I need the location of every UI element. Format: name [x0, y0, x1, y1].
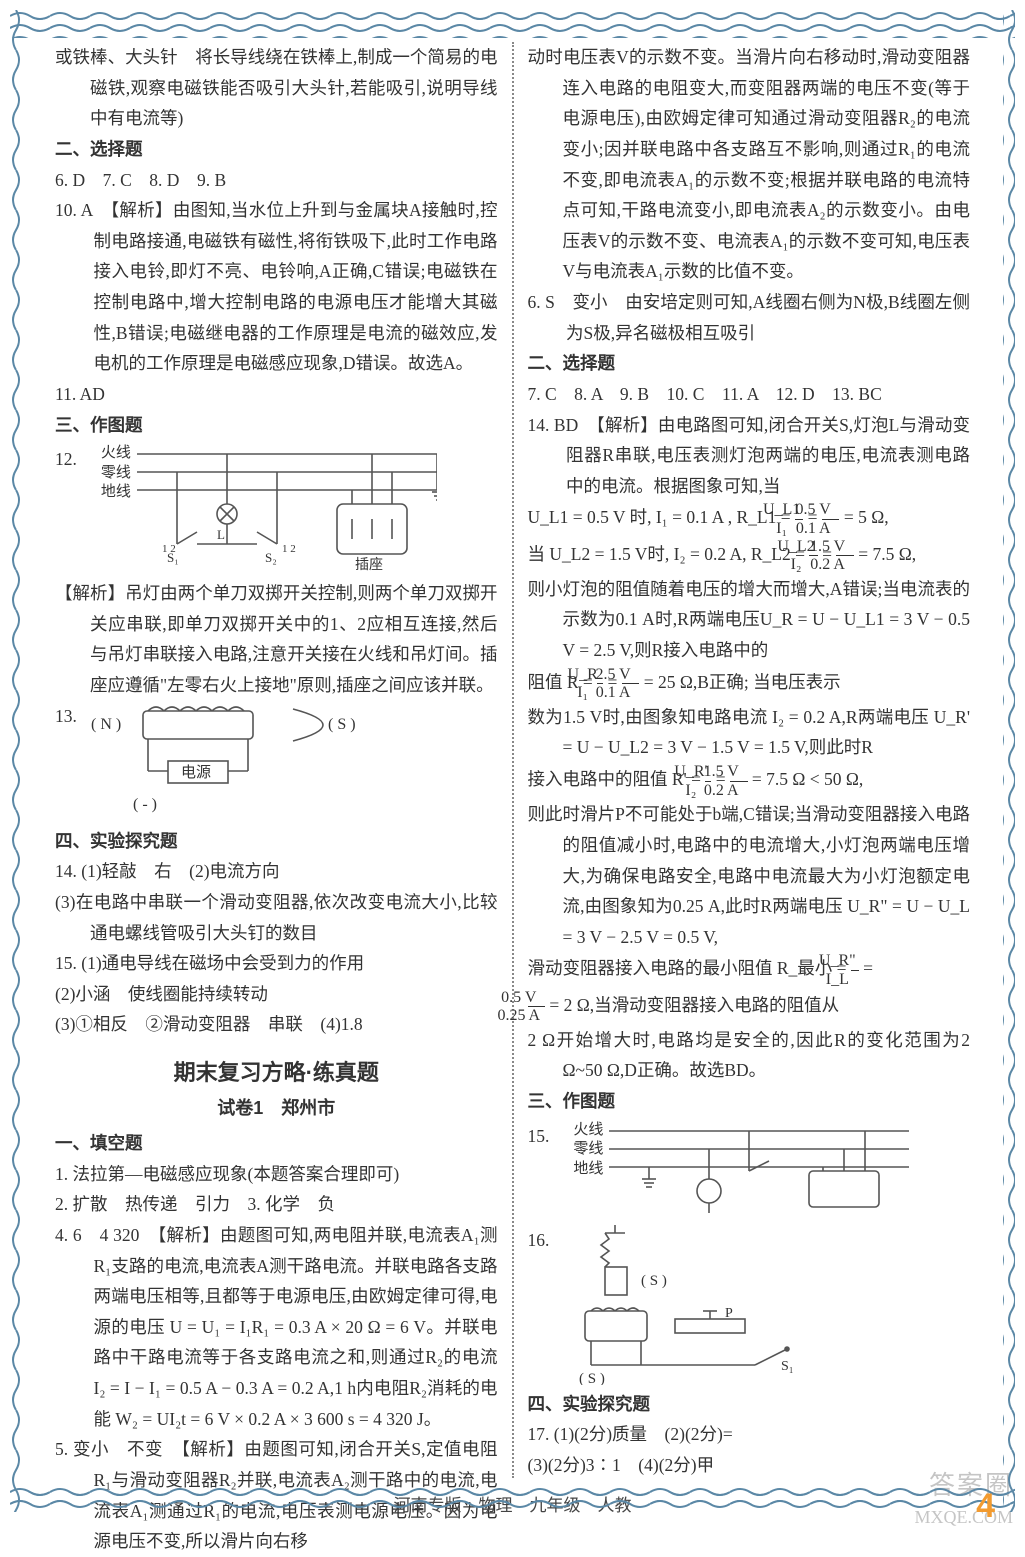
r-q14f: 数为1.5 V时,由图象知电路电流 I₂ = 0.2 A,R两端电压 U_R' … — [528, 702, 971, 763]
r-q14i: 滑动变阻器接入电路的最小阻值 R_最小 = U_R"I_L = — [528, 952, 971, 988]
r-q14j: 0.5 V0.25 A = 2 Ω,当滑动变阻器接入电路的阻值从 — [528, 989, 971, 1025]
section-experiment: 四、实验探究题 — [55, 826, 498, 857]
q14b: (3)在电路中串联一个滑动变阻器,依次改变电流大小,比较通电螺线管吸引大头钉的数… — [55, 887, 498, 948]
r-q14h: 则此时滑片P不可能处于b端,C错误;当滑动变阻器接入电路的阻值减小时,电路中的电… — [528, 799, 971, 952]
r-ans: 7. C 8. A 9. B 10. C 11. A 12. D 13. BC — [528, 379, 971, 410]
q10: 10. A 【解析】由图知,当水位上升到与金属块A接触时,控制电路接通,电磁铁有… — [55, 195, 498, 379]
r-q14c: 当 U_L2 = 1.5 V时, I₂ = 0.2 A, R_L2 = U_L2… — [528, 538, 971, 574]
q16-label: 16. — [528, 1225, 550, 1256]
svg-text:S₁: S₁ — [781, 1359, 794, 1374]
r-q14b: U_L1 = 0.5 V 时, I₁ = 0.1 A , R_L1 = U_L1… — [528, 501, 971, 537]
q12-circuit-svg: L S₁ S₂ 1 2 1 2 插座 — [137, 444, 437, 574]
b1: 1. 法拉第—电磁感应现象(本题答案合理即可) — [55, 1159, 498, 1190]
r-p1: 动时电压表V的示数不变。当滑片向右移动时,滑动变阻器连入电路的电阻变大,而变阻器… — [528, 42, 971, 287]
section-fill: 一、填空题 — [55, 1128, 498, 1159]
svg-text:L: L — [217, 527, 225, 542]
svg-text:电源: 电源 — [181, 764, 211, 781]
svg-text:1 2: 1 2 — [162, 543, 176, 555]
sub-title: 试卷1 郑州市 — [55, 1093, 498, 1125]
r-q17a: 17. (1)(2分)质量 (2)(2分)= — [528, 1419, 971, 1450]
left-column: 或铁棒、大头针 将长导线绕在铁棒上,制成一个简易的电磁铁,观察电磁铁能否吸引大头… — [55, 42, 498, 1478]
svg-text:( N ): ( N ) — [91, 716, 121, 733]
svg-text:( S ): ( S ) — [641, 1273, 667, 1289]
q15a: 15. (1)通电导线在磁场中会受到力的作用 — [55, 948, 498, 979]
page-number: 4 — [976, 1487, 995, 1526]
r-q14a: 14. BD 【解析】由电路图可知,闭合开关S,灯泡L与滑动变阻器R串联,电压表… — [528, 410, 971, 502]
q13-label: 13. — [55, 701, 77, 732]
r-q14k: 2 Ω开始增大时,电路均是安全的,因此R的变化范围为2 Ω~50 Ω,D正确。故… — [528, 1025, 971, 1086]
right-column: 动时电压表V的示数不变。当滑片向右移动时,滑动变阻器连入电路的电阻变大,而变阻器… — [528, 42, 971, 1478]
r-sec2: 二、选择题 — [528, 348, 971, 379]
section-drawing: 三、作图题 — [55, 410, 498, 441]
q13-figure: 13. ( N ) ( S ) 电源 ( - ) — [55, 701, 498, 826]
b4: 4. 6 4 320 【解析】由题图可知,两电阻并联,电流表A₁测R₁支路的电流… — [55, 1220, 498, 1434]
q15c: (3)①相反 ②滑动变阻器 串联 (4)1.8 — [55, 1009, 498, 1040]
q15-circuit-svg — [609, 1121, 909, 1221]
content-area: 或铁棒、大头针 将长导线绕在铁棒上,制成一个简易的电磁铁,观察电磁铁能否吸引大头… — [55, 42, 970, 1478]
q15-label: 15. — [528, 1121, 550, 1152]
r-q17b: (3)(2分)3∶1 (4)(2分)甲 — [528, 1450, 971, 1481]
r-q14e: 阻值 R = U_RI₁ = 2.5 V0.1 A = 25 Ω,B正确; 当电… — [528, 666, 971, 702]
r-q6: 6. S 变小 由安培定则可知,A线圈右侧为N极,B线圈左侧为S极,异名磁极相互… — [528, 287, 971, 348]
r-sec3: 三、作图题 — [528, 1086, 971, 1117]
q11: 11. AD — [55, 379, 498, 410]
answers-6-9: 6. D 7. C 8. D 9. B — [55, 165, 498, 196]
q13-svg: ( N ) ( S ) 电源 ( - ) — [83, 701, 363, 826]
svg-text:1 2: 1 2 — [282, 543, 296, 555]
b2: 2. 扩散 热传递 引力 3. 化学 负 — [55, 1189, 498, 1220]
page-footer: 河南专版 物理 九年级 人教 — [0, 1491, 1025, 1516]
column-divider — [512, 42, 514, 1478]
svg-text:( S ): ( S ) — [579, 1371, 605, 1385]
svg-text:( S ): ( S ) — [328, 716, 356, 733]
q12-wire-labels: 火线 零线 地线 — [101, 444, 131, 503]
svg-text:插座: 插座 — [355, 557, 383, 573]
svg-text:S₂: S₂ — [265, 550, 277, 565]
q16-svg: ( S ) P S₁ ( S ) — [555, 1225, 835, 1385]
q12-figure: 12. 火线 零线 地线 — [55, 444, 498, 574]
q16-figure: 16. — [528, 1225, 971, 1385]
q15-figure: 15. 火线 零线 地线 — [528, 1121, 971, 1221]
q12-label: 12. — [55, 444, 77, 475]
svg-text:( - ): ( - ) — [133, 796, 157, 813]
q15b: (2)小涵 使线圈能持续转动 — [55, 979, 498, 1010]
svg-text:P: P — [725, 1306, 733, 1321]
r-q14g: 接入电路中的阻值 R' = U_R'I₂ = 1.5 V0.2 A = 7.5 … — [528, 763, 971, 799]
left-p1: 或铁棒、大头针 将长导线绕在铁棒上,制成一个简易的电磁铁,观察电磁铁能否吸引大头… — [55, 42, 498, 134]
r-sec4: 四、实验探究题 — [528, 1389, 971, 1420]
r-q14d: 则小灯泡的阻值随着电压的增大而增大,A错误;当电流表的示数为0.1 A时,R两端… — [528, 574, 971, 666]
q14a: 14. (1)轻敲 右 (2)电流方向 — [55, 856, 498, 887]
q15-wire-labels: 火线 零线 地线 — [573, 1121, 603, 1180]
section-choice: 二、选择题 — [55, 134, 498, 165]
q12-explanation: 【解析】吊灯由两个单刀双掷开关控制,则两个单刀双掷开关应串联,即单刀双掷开关中的… — [55, 578, 498, 701]
big-title: 期末复习方略·练真题 — [55, 1054, 498, 1093]
